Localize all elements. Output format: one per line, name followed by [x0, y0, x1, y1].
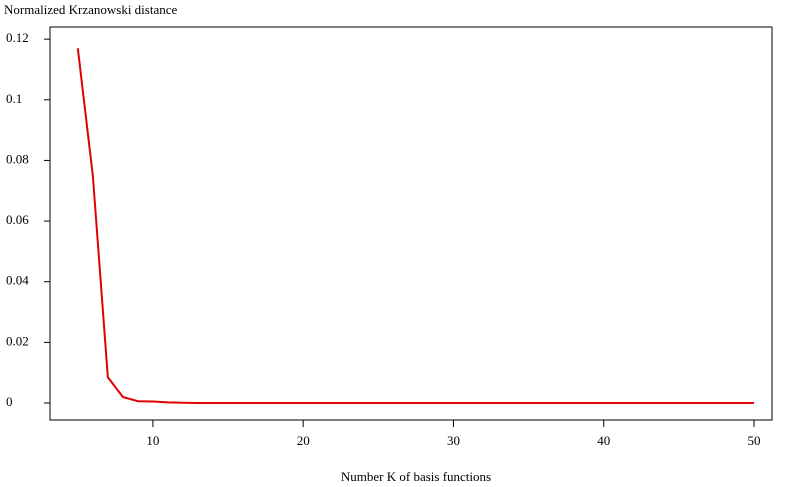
x-tick-label: 10	[146, 433, 159, 448]
x-tick-label: 40	[597, 433, 610, 448]
plot-frame	[49, 26, 773, 421]
x-tick-label: 20	[297, 433, 310, 448]
y-tick-label: 0.08	[6, 151, 29, 166]
y-tick-label: 0.04	[6, 273, 29, 288]
x-tick-label: 30	[447, 433, 460, 448]
y-tick-label: 0.02	[6, 333, 29, 348]
y-tick-label: 0.06	[6, 212, 29, 227]
chart-title: Normalized Krzanowski distance	[4, 2, 178, 17]
x-tick-label: 50	[747, 433, 760, 448]
y-tick-label: 0.12	[6, 30, 29, 45]
x-axis-label: Number K of basis functions	[341, 469, 491, 484]
y-tick-label: 0	[6, 394, 13, 409]
y-tick-label: 0.1	[6, 91, 22, 106]
line	[76, 48, 754, 405]
